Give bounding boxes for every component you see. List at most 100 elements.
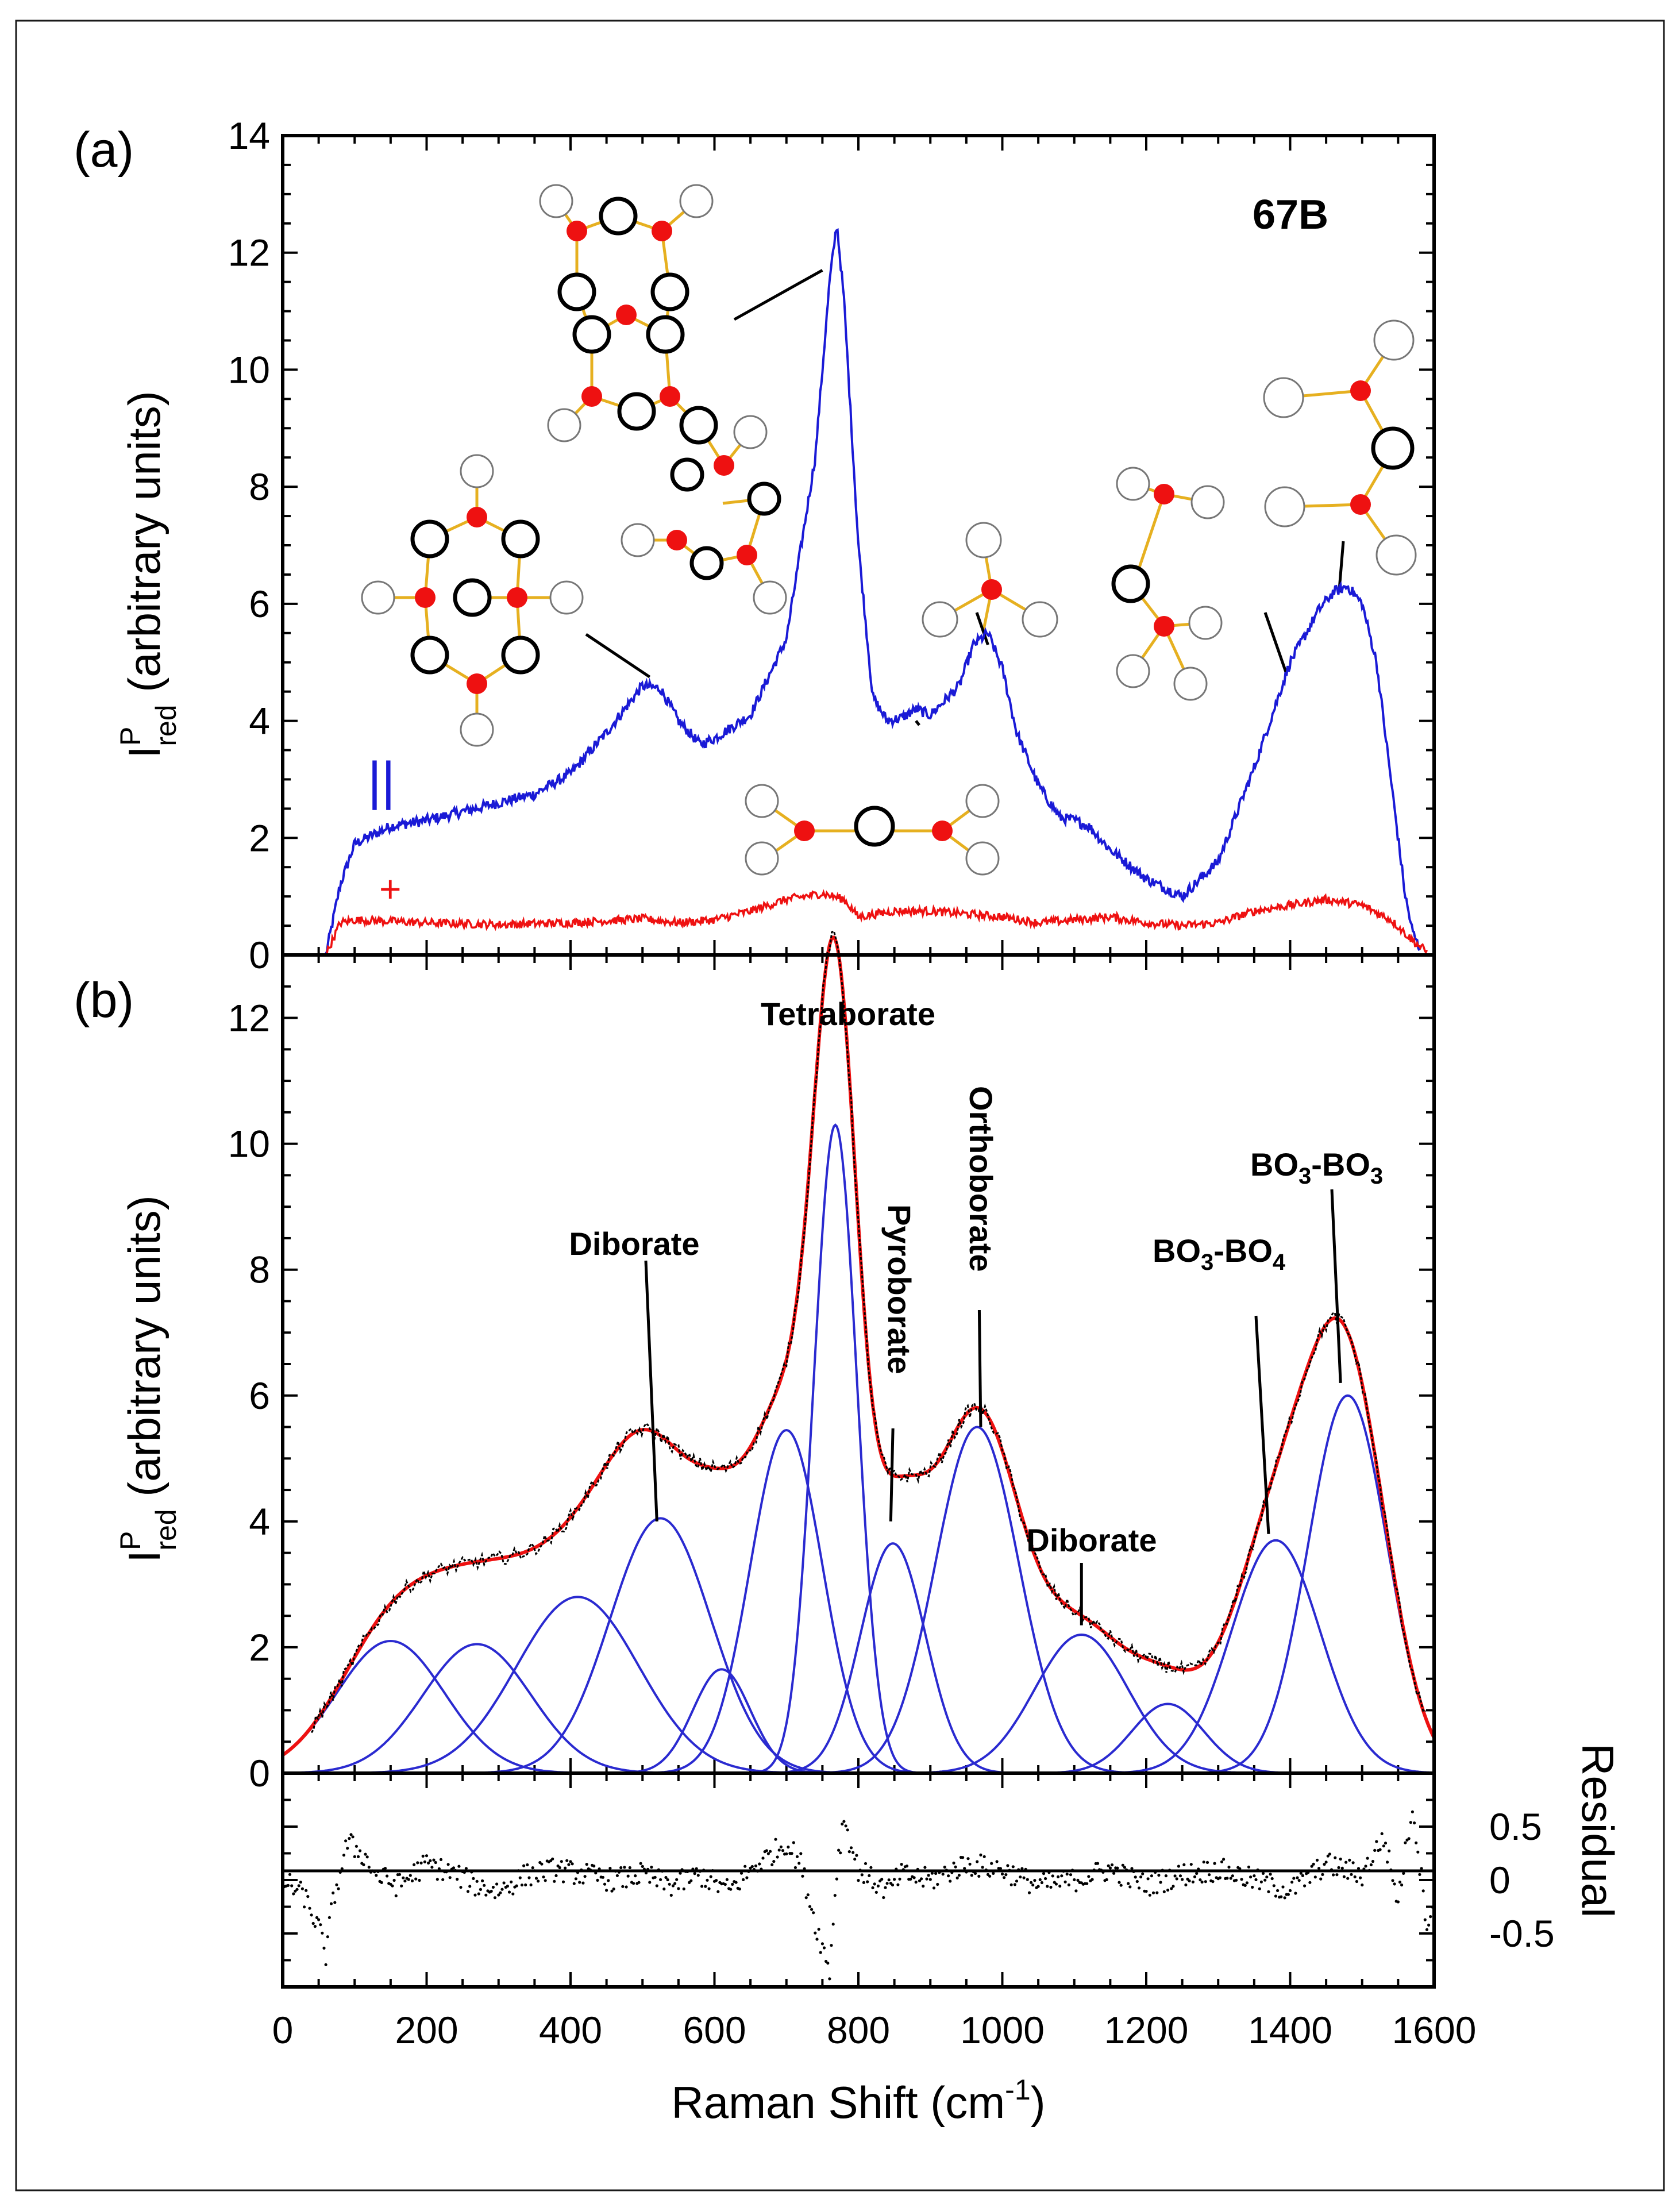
residual-point <box>864 1862 868 1865</box>
residual-point <box>1026 1878 1029 1881</box>
residual-point <box>738 1888 741 1891</box>
residual-point <box>1332 1873 1335 1877</box>
boron-atom <box>467 673 487 694</box>
residual-point <box>337 1887 340 1890</box>
residual-point <box>356 1855 360 1858</box>
bo3-bo3-part1: BO <box>1250 1146 1298 1182</box>
residual-point <box>1296 1876 1299 1879</box>
residual-point <box>319 1923 322 1927</box>
residual-point <box>1030 1881 1033 1884</box>
panel-a-leader-lines <box>585 269 1345 726</box>
residual-point <box>1173 1874 1177 1878</box>
fit-component-7 <box>749 1123 922 1774</box>
residual-point <box>1310 1865 1313 1868</box>
residual-point <box>305 1889 308 1892</box>
residual-point <box>585 1863 588 1866</box>
residual-point <box>456 1878 459 1881</box>
annotation-orthoborate: Orthoborate <box>963 1086 999 1272</box>
residual-point <box>626 1874 630 1878</box>
residual-point <box>1272 1884 1276 1888</box>
bridging-oxygen-atom <box>501 519 540 558</box>
residual-point <box>1067 1883 1070 1887</box>
boron-atom <box>1154 484 1174 504</box>
residual-point <box>1319 1877 1323 1881</box>
residual-point <box>1022 1876 1026 1879</box>
residual-point <box>1031 1883 1035 1887</box>
residual-point <box>961 1856 965 1859</box>
residual-point <box>628 1866 631 1870</box>
residual-point <box>375 1874 378 1877</box>
panel-b-annotation-leaders <box>644 1189 1342 1625</box>
residual-point <box>522 1864 526 1867</box>
residual-point <box>578 1881 581 1884</box>
residual-point <box>668 1882 671 1886</box>
residual-point <box>695 1867 698 1870</box>
residual-point <box>808 1905 812 1908</box>
panel-a-ytick-label: 2 <box>249 816 270 859</box>
residual-point <box>1269 1873 1272 1876</box>
residual-point <box>615 1874 619 1877</box>
residual-point <box>1315 1858 1319 1862</box>
residual-point <box>621 1885 625 1888</box>
residual-point <box>429 1859 432 1862</box>
residual-point <box>623 1866 626 1869</box>
boron-atom <box>415 587 436 608</box>
residual-point <box>398 1873 402 1876</box>
residual-point <box>526 1863 529 1867</box>
residual-point <box>1170 1887 1173 1890</box>
residual-point <box>874 1890 878 1894</box>
residual-point <box>308 1906 311 1910</box>
residual-point <box>632 1882 635 1885</box>
residual-point <box>310 1913 313 1917</box>
residual-point <box>1235 1878 1238 1882</box>
residual-point <box>709 1875 712 1878</box>
residual-point <box>754 1864 758 1867</box>
residual-point <box>1344 1861 1348 1864</box>
residual-point <box>920 1877 923 1881</box>
residual-point <box>1107 1864 1110 1867</box>
oxygen-atom <box>1190 485 1225 519</box>
residual-point <box>831 1923 835 1926</box>
residual-point <box>351 1835 355 1839</box>
residual-point <box>1378 1848 1382 1851</box>
residual-point <box>1189 1863 1193 1866</box>
residual-point <box>847 1850 851 1854</box>
oxygen-atom <box>1116 467 1150 501</box>
residual-point <box>346 1847 349 1850</box>
residual-point <box>446 1863 450 1866</box>
fit-component-11 <box>1024 1702 1312 1774</box>
residual-point <box>448 1876 452 1879</box>
residual-point <box>601 1875 604 1879</box>
residual-point <box>414 1877 418 1881</box>
residual-point <box>574 1877 578 1881</box>
panel-a-ytick-label: 14 <box>228 114 270 157</box>
residual-point <box>1281 1885 1285 1889</box>
residual-point <box>1328 1852 1331 1856</box>
residual-point <box>1009 1883 1013 1886</box>
residual-point <box>484 1893 488 1897</box>
residual-point <box>650 1866 653 1869</box>
residual-point <box>311 1921 315 1925</box>
residual-point <box>502 1881 506 1885</box>
residual-point <box>689 1879 693 1882</box>
residual-point <box>511 1892 515 1896</box>
residual-point <box>439 1858 443 1861</box>
panel-a: (a) 0 2 4 6 8 10 12 14 67B || + IP red (arbitrar… <box>74 114 1436 976</box>
residual-point <box>457 1865 461 1868</box>
residual-point <box>327 1916 332 1919</box>
residual-point <box>333 1901 337 1904</box>
residual-point <box>826 1962 830 1965</box>
panel-b-ytick-label: 10 <box>228 1123 270 1165</box>
residual-point <box>380 1881 383 1884</box>
residual-point <box>1243 1883 1247 1887</box>
residual-point <box>765 1849 768 1852</box>
residual-point <box>1213 1862 1216 1865</box>
residual-point <box>787 1846 790 1849</box>
residual-point <box>1195 1871 1199 1875</box>
residual-point <box>479 1888 483 1891</box>
annotation-pyroborate: Pyroborate <box>881 1204 918 1374</box>
residual-point <box>497 1893 500 1897</box>
residual-point <box>1220 1860 1224 1863</box>
residual-point <box>1353 1875 1357 1879</box>
residual-point <box>1267 1890 1270 1893</box>
